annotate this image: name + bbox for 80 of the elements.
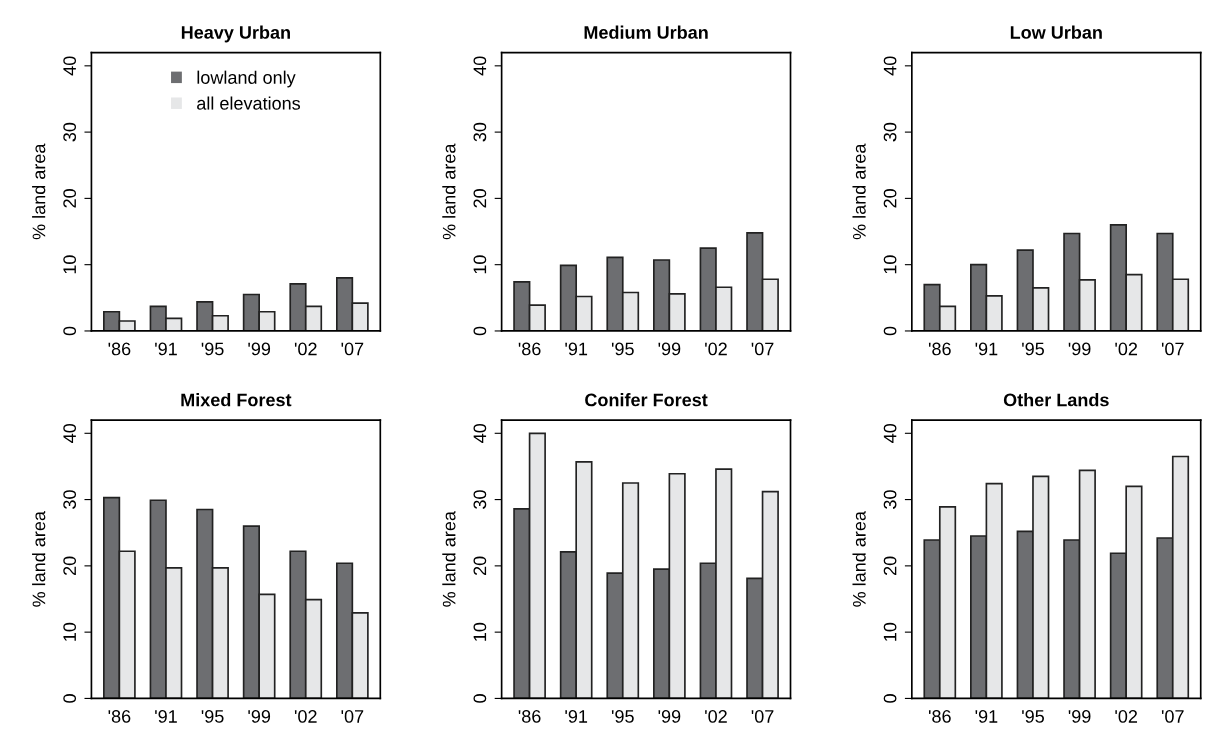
x-tick-label: '95 (611, 710, 634, 723)
legend-label: all elevations (197, 96, 301, 110)
x-tick-label: '86 (518, 342, 541, 356)
y-axis-title: % land area (442, 143, 456, 240)
y-tick-label: 30 (883, 122, 897, 142)
x-tick-label: '95 (611, 342, 634, 356)
x-tick-label: '07 (751, 710, 774, 723)
x-tick-label: '07 (1161, 342, 1184, 356)
y-tick-label: 30 (63, 122, 77, 142)
y-tick-label: 0 (883, 326, 897, 336)
y-tick-label: 30 (473, 490, 487, 509)
y-tick-label: 20 (473, 189, 487, 208)
x-tick-label: '07 (341, 710, 364, 723)
y-tick-label: 40 (63, 56, 77, 76)
x-tick-label: '02 (705, 710, 727, 723)
chart-title: Low Urban (1010, 25, 1102, 39)
y-tick-label: 0 (473, 694, 487, 703)
x-tick-label: '99 (658, 710, 681, 723)
y-tick-label: 20 (473, 556, 487, 575)
x-tick-label: '95 (1022, 710, 1044, 723)
y-tick-label: 30 (883, 490, 897, 509)
x-tick-label: '02 (1115, 342, 1138, 356)
y-axis-title: % land area (32, 143, 46, 240)
y-tick-label: 0 (883, 694, 897, 703)
x-tick-label: '86 (928, 342, 951, 356)
x-tick-label: '86 (518, 710, 541, 723)
y-tick-label: 30 (473, 122, 487, 142)
x-tick-label: '02 (294, 710, 317, 723)
y-tick-label: 30 (63, 490, 77, 509)
x-tick-label: '91 (975, 342, 998, 356)
x-tick-label: '02 (294, 342, 317, 356)
chart-title: Mixed Forest (181, 393, 292, 407)
x-tick-label: '86 (108, 342, 131, 356)
chart-title: Conifer Forest (585, 393, 708, 407)
chart-title: Medium Urban (584, 25, 708, 39)
y-tick-label: 10 (883, 255, 897, 274)
y-tick-label: 40 (473, 423, 487, 443)
x-tick-label: '95 (201, 342, 224, 356)
y-tick-label: 10 (63, 255, 77, 274)
y-tick-label: 40 (473, 56, 487, 76)
legend-label: lowland only (197, 70, 296, 88)
y-tick-label: 10 (473, 255, 487, 274)
y-axis-title: % land area (32, 511, 46, 607)
x-tick-label: '95 (201, 710, 224, 723)
y-tick-label: 0 (63, 326, 77, 336)
y-tick-label: 20 (63, 556, 77, 575)
x-tick-label: '86 (108, 710, 131, 723)
y-tick-label: 40 (63, 423, 77, 443)
x-tick-label: '91 (155, 710, 177, 723)
x-tick-label: '99 (248, 710, 271, 723)
y-tick-label: 20 (883, 556, 897, 575)
x-tick-label: '07 (341, 342, 364, 356)
x-tick-label: '02 (1115, 710, 1138, 723)
y-tick-label: 10 (63, 622, 77, 641)
x-tick-label: '99 (658, 342, 681, 356)
x-tick-label: '02 (705, 342, 727, 356)
x-tick-label: '99 (1068, 342, 1091, 356)
y-axis-title: % land area (442, 511, 456, 607)
chart-title: Other Lands (1003, 393, 1109, 407)
y-tick-label: 10 (473, 622, 487, 641)
x-tick-label: '91 (975, 710, 998, 723)
chart-title: Heavy Urban (181, 25, 290, 43)
y-tick-label: 0 (473, 326, 487, 336)
x-tick-label: '99 (248, 342, 271, 356)
y-tick-label: 20 (63, 189, 77, 208)
x-tick-label: '99 (1068, 710, 1091, 723)
y-axis-title: % land area (852, 511, 866, 607)
x-tick-label: '07 (751, 342, 774, 356)
y-tick-label: 0 (63, 694, 77, 703)
y-tick-label: 10 (883, 622, 897, 641)
x-tick-label: '91 (155, 342, 177, 356)
x-tick-label: '95 (1022, 342, 1044, 356)
x-tick-label: '91 (565, 710, 588, 723)
x-tick-label: '86 (928, 710, 951, 723)
y-tick-label: 40 (883, 56, 897, 76)
x-tick-label: '91 (565, 342, 588, 356)
x-tick-label: '07 (1161, 710, 1184, 723)
y-axis-title: % land area (852, 143, 866, 240)
y-tick-label: 20 (883, 189, 897, 208)
y-tick-label: 40 (883, 423, 897, 443)
